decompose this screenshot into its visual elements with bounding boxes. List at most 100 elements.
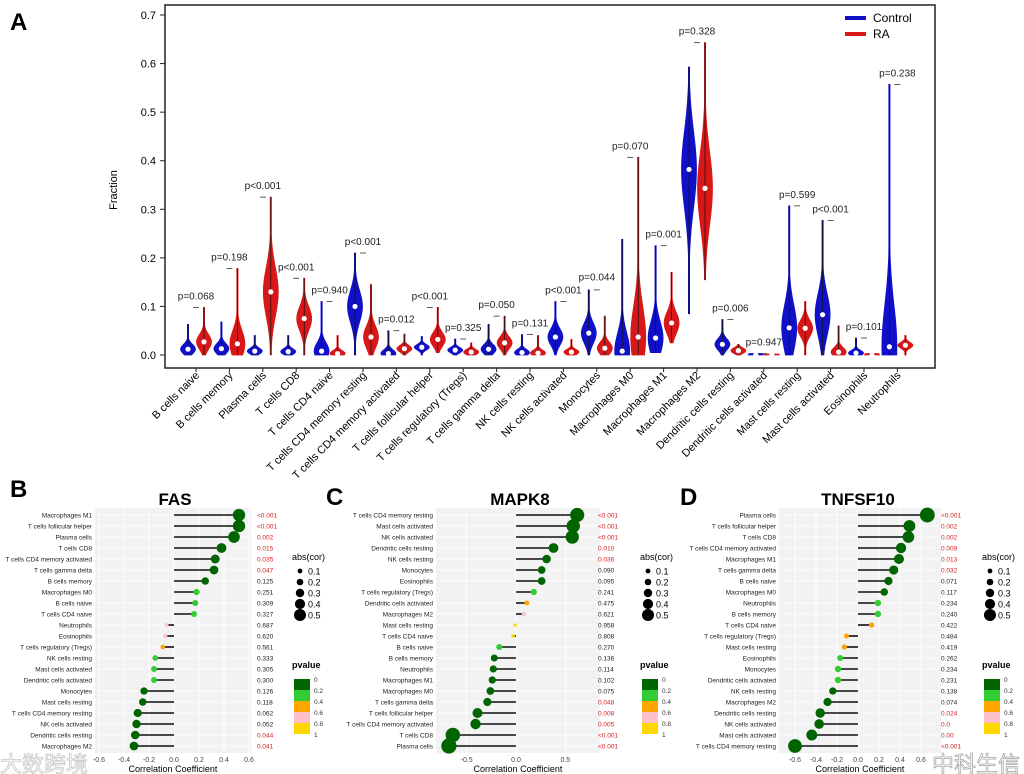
size-legend-dot [645,568,651,574]
pvalue-legend-swatch [642,679,658,690]
size-legend-dot [986,578,994,586]
lollipop-dot [209,565,219,575]
lollipop-dot [160,644,166,650]
lollipop-dot [483,697,492,707]
x-tick-label: -0.6 [789,757,801,764]
pvalue-legend-swatch [984,701,1000,712]
cell-type-label: Eosinophils [743,656,777,663]
lollipop-dot [788,739,802,753]
y-tick-label: 0.3 [141,204,156,216]
lollipop-dot [903,520,916,532]
pvalue-legend-swatch [642,723,658,734]
lollipop-dot [841,644,848,650]
y-tick-label: 0.5 [141,107,156,119]
violin-ra-median [568,349,575,355]
cell-type-label: B cells memory [389,656,434,663]
pvalue-legend-label: 0 [314,677,318,684]
size-legend-label: 0.5 [656,611,669,621]
lollipop-dot [874,610,882,618]
pvalue-legend-swatch [294,712,310,723]
pvalue-legend-label: 0.8 [662,721,671,728]
violin-ra-median [702,185,708,191]
lollipop-dot [441,738,457,754]
violin-ra-median [201,339,207,345]
cell-type-label: Monocytes [402,568,434,575]
violin-plot-panel: 0.0 0.1 0.2 0.3 0.4 0.5 0.6 0.7 Fraction Control R… [108,4,936,482]
lollipop-dot [874,599,882,607]
p-value-label: p=0.050 [478,300,515,311]
y-tick-label: 0.2 [141,253,156,265]
lollipop-dot [228,531,240,543]
pvalue-legend-label: 1 [1004,732,1008,739]
x-tick-label: -0.2 [831,757,843,764]
violin-control-median [619,348,625,354]
lollipop-dot [823,697,832,707]
violin-control-median [185,346,191,352]
p-value-text: 0.036 [598,557,615,564]
violin-ra-median [268,289,274,295]
plot-frame [164,4,936,369]
lollipop-dot [815,708,825,718]
violin-ra-median [769,352,775,358]
pvalue-legend-swatch [294,723,310,734]
x-tick-label: 0.5 [560,757,570,764]
cell-type-label: Mast cells activated [719,733,776,740]
p-value-text: 0.231 [941,678,958,685]
lollipop-dot [884,576,893,586]
size-legend-dot [984,598,996,610]
p-value-text: 0.309 [257,601,274,608]
watermark-left: 大数跨境 [0,752,88,774]
lollipop-dot [868,622,875,628]
lollipop-dot [133,708,142,718]
p-value-label: p=0.238 [879,68,916,79]
pvalue-legend-title: pvalue [292,660,321,670]
p-value-text: 0.561 [257,645,274,652]
x-tick-label: -0.5 [461,757,473,764]
cell-type-label: T cells regulatory (Tregs) [361,590,433,597]
p-value-text: 0.808 [598,634,615,641]
lollipop-dot [537,577,546,585]
pvalue-legend-label: 0.4 [662,699,671,706]
tnfsf10-lollipop-panel: -0.6 -0.4 -0.2 0.0 0.2 0.4 0.6 TNFSF10 Correlati… [689,490,1015,774]
lollipop-dot [193,588,200,596]
p-value-text: <0.001 [257,524,277,531]
p-value-text: 0.117 [941,590,957,597]
cell-type-label: B cells naive [740,579,777,586]
p-value-text: 0.138 [941,689,958,696]
p-value-label: p=0.012 [378,315,415,326]
cell-type-label: T cells CD4 memory resting [12,711,92,718]
cell-type-label: T cells gamma delta [375,700,433,707]
lollipop-dot [151,677,157,683]
violin-control-median [452,347,458,353]
p-value-text: 0.0 [941,722,950,729]
pvalue-legend-label: 0.2 [662,688,671,695]
lollipop-dot [163,633,168,639]
legend-label: Control [873,11,912,25]
cell-type-label: Eosinophils [59,634,93,641]
violin-control-median [653,335,659,341]
size-legend-dot [294,598,306,610]
lollipop-dot [192,599,199,607]
size-legend-label: 0.4 [656,600,669,610]
violin-ra-median [869,352,875,358]
p-value-text: 0.234 [941,601,958,608]
p-value-text: <0.001 [598,524,618,531]
cell-type-label: T cells CD4 memory activated [346,722,433,729]
lollipop-dot [542,554,551,564]
panel-letter-b: B [10,476,27,503]
cell-type-label: Macrophages M0 [726,590,777,597]
cell-type-label: Plasma cells [56,535,93,542]
lollipop-dot [129,741,139,751]
cell-type-label: Neutrophils [743,601,777,608]
size-legend-label: 0.5 [308,611,321,621]
pvalue-legend-label: 0.2 [1004,688,1013,695]
x-tick-label: 0.6 [244,757,254,764]
chart-title: MAPK8 [490,490,550,509]
p-value-text: 0.002 [257,535,274,542]
violin-control-median [218,346,224,352]
pvalue-legend-swatch [642,690,658,701]
violin-control-median [853,350,859,356]
cell-type-label: T cells CD8 [400,733,434,740]
pvalue-legend-swatch [984,723,1000,734]
size-legend-dot [985,588,995,598]
